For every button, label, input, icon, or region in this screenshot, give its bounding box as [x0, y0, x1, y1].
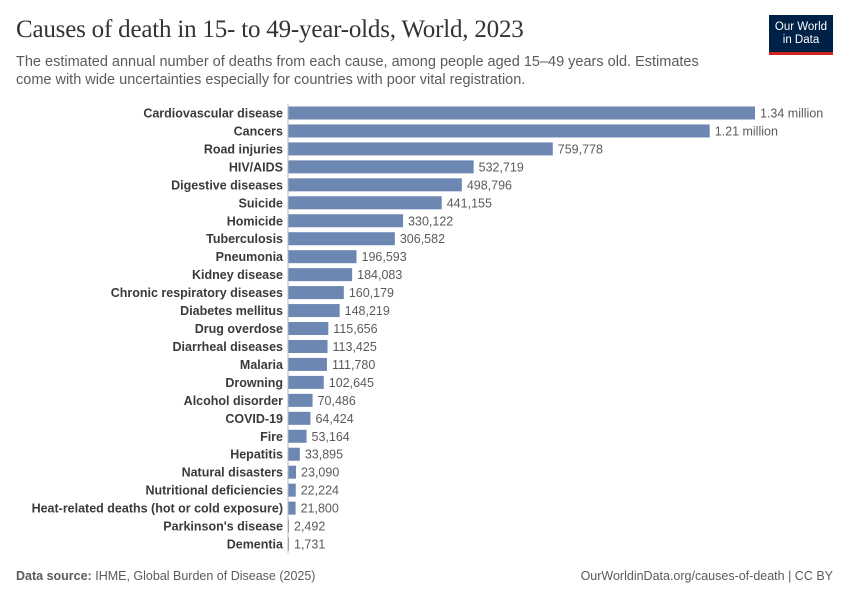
data-source: Data source: IHME, Global Burden of Dise… [16, 569, 315, 583]
bar[interactable] [288, 411, 311, 425]
category-label: Diabetes mellitus [180, 304, 283, 318]
chart-title: Causes of death in 15- to 49-year-olds, … [16, 16, 524, 43]
category-label: Hepatitis [230, 448, 283, 462]
value-label: 22,224 [301, 484, 339, 498]
category-label: HIV/AIDS [229, 160, 283, 174]
logo-line1: Our World [774, 20, 828, 33]
bar[interactable] [288, 501, 296, 515]
category-label: COVID-19 [225, 412, 283, 426]
value-label: 306,582 [400, 232, 445, 246]
bar[interactable] [288, 124, 710, 138]
category-label: Suicide [239, 196, 284, 210]
data-source-text[interactable]: IHME, Global Burden of Disease (2025) [95, 569, 316, 583]
category-label: Pneumonia [216, 250, 284, 264]
value-label: 111,780 [332, 358, 375, 372]
category-label: Tuberculosis [206, 232, 283, 246]
owid-logo[interactable]: Our World in Data [769, 15, 833, 55]
category-label: Heat-related deaths (hot or cold exposur… [32, 502, 283, 516]
value-label: 23,090 [301, 466, 339, 480]
value-label: 160,179 [349, 286, 394, 300]
category-label: Homicide [227, 214, 283, 228]
bar[interactable] [288, 447, 300, 461]
category-label: Malaria [240, 358, 284, 372]
bar[interactable] [288, 322, 329, 336]
category-label: Road injuries [204, 142, 283, 156]
data-source-label: Data source: [16, 569, 92, 583]
value-label: 1.21 million [715, 124, 778, 138]
bar[interactable] [288, 160, 474, 174]
bar[interactable] [288, 268, 353, 282]
value-label: 70,486 [318, 394, 356, 408]
value-label: 532,719 [479, 160, 524, 174]
value-label: 53,164 [312, 430, 350, 444]
category-label: Natural disasters [182, 466, 283, 480]
value-label: 64,424 [315, 412, 353, 426]
bar[interactable] [288, 250, 357, 264]
value-label: 1.34 million [760, 107, 823, 121]
category-label: Parkinson's disease [163, 520, 283, 534]
logo-line2: in Data [782, 33, 820, 46]
category-label: Chronic respiratory diseases [111, 286, 283, 300]
value-label: 330,122 [408, 214, 453, 228]
bar[interactable] [288, 393, 313, 407]
category-label: Dementia [227, 538, 284, 552]
bar[interactable] [288, 375, 324, 389]
bar[interactable] [288, 465, 297, 479]
bar[interactable] [288, 304, 340, 318]
category-label: Alcohol disorder [184, 394, 283, 408]
value-label: 33,895 [305, 448, 343, 462]
bar[interactable] [288, 214, 404, 228]
bar[interactable] [288, 483, 296, 497]
value-label: 759,778 [558, 142, 603, 156]
category-label: Fire [260, 430, 283, 444]
category-label: Kidney disease [192, 268, 283, 282]
value-label: 148,219 [345, 304, 390, 318]
value-label: 184,083 [357, 268, 402, 282]
category-label: Diarrheal diseases [173, 340, 284, 354]
bar[interactable] [288, 106, 755, 120]
value-label: 1,731 [294, 538, 325, 552]
category-label: Drowning [225, 376, 283, 390]
value-label: 21,800 [301, 502, 339, 516]
value-label: 441,155 [447, 196, 492, 210]
category-label: Drug overdose [195, 322, 283, 336]
value-label: 113,425 [333, 340, 377, 354]
category-label: Nutritional deficiencies [145, 484, 283, 498]
value-label: 115,656 [333, 322, 377, 336]
bar[interactable] [288, 178, 462, 192]
bar[interactable] [288, 142, 553, 156]
source-url[interactable]: OurWorldinData.org/causes-of-death | CC … [580, 569, 833, 583]
bar[interactable] [288, 339, 328, 353]
value-label: 498,796 [467, 178, 512, 192]
bar[interactable] [288, 286, 344, 300]
bar[interactable] [288, 429, 307, 443]
value-label: 102,645 [329, 376, 374, 390]
value-label: 196,593 [362, 250, 407, 264]
category-label: Cardiovascular disease [143, 107, 283, 121]
bar[interactable] [288, 196, 442, 210]
bar[interactable] [288, 357, 327, 371]
bar[interactable] [288, 232, 395, 246]
category-label: Digestive diseases [171, 178, 283, 192]
value-label: 2,492 [294, 520, 325, 534]
category-label: Cancers [234, 124, 283, 138]
chart-subtitle: The estimated annual number of deaths fr… [16, 54, 699, 88]
